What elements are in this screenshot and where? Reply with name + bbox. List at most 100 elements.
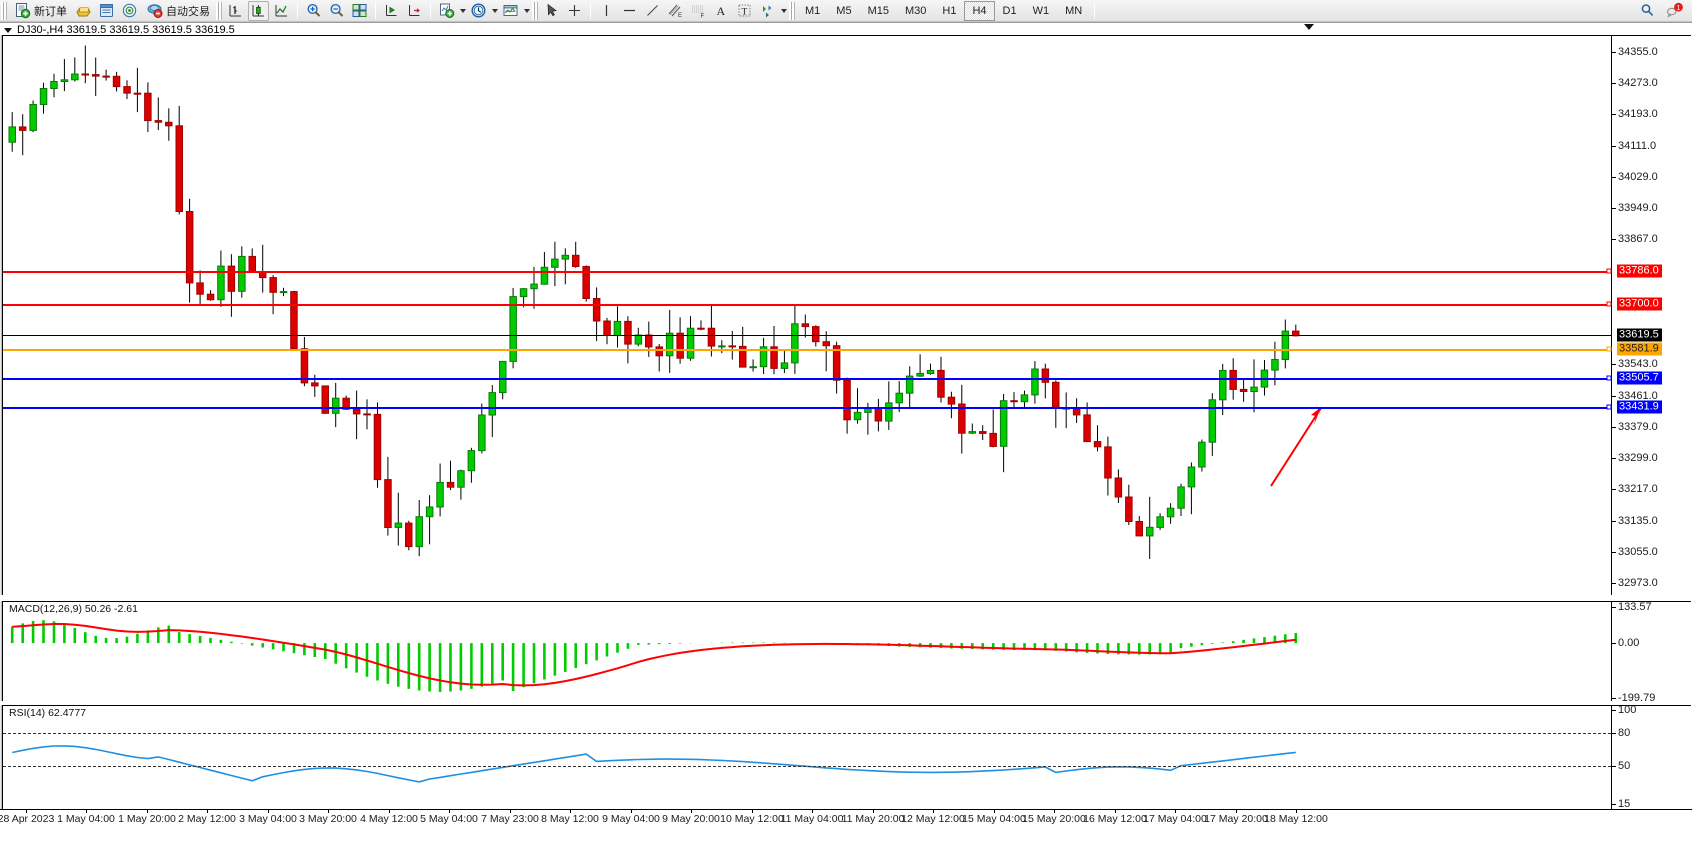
rsi-pane[interactable]: RSI(14) 62.4777 100 80 50 15 [0, 704, 1692, 810]
auto-scroll-button[interactable] [381, 1, 402, 21]
cursor-button[interactable] [541, 1, 562, 21]
text-label-button[interactable]: T [734, 1, 755, 21]
clock-icon [471, 3, 486, 18]
candle-body [624, 320, 632, 345]
chart-menu-caret-icon[interactable] [4, 27, 12, 33]
candle-body [749, 366, 757, 369]
macd-pane[interactable]: MACD(12,26,9) 50.26 -2.61 133.57 0.00 -199… [0, 601, 1692, 704]
timeframe-h4[interactable]: H4 [964, 0, 995, 21]
price-level-line[interactable] [3, 335, 1611, 336]
macd-plot[interactable] [3, 602, 1615, 702]
vertical-line-button[interactable] [596, 1, 617, 21]
toolbar-separator-5 [1094, 2, 1096, 19]
price-level-handle[interactable] [1606, 346, 1612, 352]
trendline-button[interactable] [642, 1, 663, 21]
candle-body [822, 341, 830, 347]
rsi-scale[interactable]: 100 80 50 15 [1612, 704, 1690, 810]
zoom-out-button[interactable] [326, 1, 347, 21]
bullish-arrow-annotation[interactable] [1270, 407, 1322, 487]
candle-body [697, 327, 705, 330]
price-level-tag[interactable]: 33505.7 [1617, 371, 1662, 385]
periods-button[interactable] [468, 1, 489, 21]
notification-button[interactable]: 1 [1663, 1, 1686, 21]
toolbar-grip-4[interactable] [789, 1, 795, 20]
market-watch-button[interactable] [73, 1, 94, 21]
templates-dropdown-caret[interactable] [522, 1, 531, 21]
candle-body [937, 369, 945, 398]
timeframe-m5[interactable]: M5 [828, 1, 859, 21]
price-level-tag[interactable]: 33581.9 [1617, 342, 1662, 356]
candle-body [759, 346, 768, 368]
crosshair-button[interactable] [564, 1, 585, 21]
price-level-line[interactable] [3, 349, 1611, 351]
candle-body [144, 92, 152, 122]
candle-body [499, 360, 507, 394]
tile-windows-button[interactable] [349, 1, 370, 21]
equidistant-channel-button[interactable]: E [665, 1, 686, 21]
price-level-tag[interactable]: 33431.9 [1617, 400, 1662, 414]
navigator-button[interactable] [119, 1, 140, 21]
price-tick [1612, 489, 1616, 491]
timeframe-h1[interactable]: H1 [934, 1, 964, 21]
toolbar-grip-3[interactable] [532, 1, 538, 20]
price-pane[interactable]: 34355.0 34273.0 34193.0 34111.0 34029.0 33949… [0, 35, 1692, 595]
chart-shift-icon [409, 5, 420, 16]
shapes-dropdown-caret[interactable] [779, 1, 788, 21]
timeframe-mn[interactable]: MN [1057, 1, 1090, 21]
text-button[interactable]: A [711, 1, 732, 21]
line-chart-button[interactable] [271, 1, 292, 21]
time-tick-label: 18 May 12:00 [1264, 813, 1328, 825]
rsi-line [12, 745, 1296, 783]
timeframe-m15[interactable]: M15 [860, 1, 897, 21]
time-tick-label: 7 May 23:00 [481, 813, 539, 825]
chart-collapse-caret-icon[interactable] [1304, 24, 1314, 30]
price-level-line[interactable] [3, 378, 1611, 380]
candlestick-chart-button[interactable] [248, 0, 269, 21]
price-level-line[interactable] [3, 304, 1611, 306]
price-level-handle[interactable] [1606, 301, 1612, 307]
macd-axis-line [1611, 602, 1612, 701]
price-level-line[interactable] [3, 407, 1611, 409]
price-level-handle[interactable] [1606, 268, 1612, 274]
candle-body [29, 104, 37, 131]
time-axis[interactable]: 28 Apr 2023 1 May 04:00 1 May 20:00 2 May 1… [0, 809, 1692, 829]
price-level-handle[interactable] [1606, 375, 1612, 381]
price-level-tag[interactable]: 33700.0 [1617, 297, 1662, 311]
price-level-handle[interactable] [1606, 404, 1612, 410]
price-level-line[interactable] [3, 271, 1611, 273]
indicators-button[interactable] [436, 1, 457, 21]
chart-shift-button[interactable] [404, 1, 425, 21]
indicators-dropdown-caret[interactable] [458, 1, 467, 21]
timeframe-w1[interactable]: W1 [1025, 1, 1058, 21]
price-scale[interactable]: 34355.0 34273.0 34193.0 34111.0 34029.0 33949… [1612, 36, 1690, 595]
fibonacci-button[interactable]: F [688, 1, 709, 21]
candle-body [1125, 496, 1133, 522]
auto-trading-button[interactable]: 自动交易 [142, 1, 214, 21]
data-window-button[interactable] [96, 1, 117, 21]
price-tick-label: 33299.0 [1618, 451, 1658, 464]
candle-body [394, 522, 403, 528]
periods-dropdown-caret[interactable] [490, 1, 499, 21]
candle-body [1166, 507, 1175, 518]
toolbar-grip[interactable] [1, 1, 7, 20]
timeframe-d1[interactable]: D1 [995, 1, 1025, 21]
search-button[interactable] [1637, 1, 1658, 21]
candle-body [467, 450, 476, 472]
bar-chart-button[interactable] [225, 1, 246, 21]
toolbar-grip-2[interactable] [216, 1, 222, 20]
zoom-in-button[interactable] [303, 1, 324, 21]
time-tick [147, 810, 148, 813]
rsi-plot[interactable] [3, 706, 1615, 810]
price-candlestick-plot[interactable] [3, 36, 1615, 596]
horizontal-line-button[interactable] [619, 1, 640, 21]
candle-body [1208, 399, 1217, 443]
timeframe-m1[interactable]: M1 [797, 1, 828, 21]
new-order-button[interactable]: 新订单 [10, 1, 71, 21]
templates-button[interactable] [500, 1, 521, 21]
price-level-tag[interactable]: 33786.0 [1617, 264, 1662, 278]
macd-scale[interactable]: 133.57 0.00 -199.79 [1612, 601, 1690, 704]
time-tick-label: 1 May 04:00 [57, 813, 115, 825]
price-level-tag[interactable]: 33619.5 [1617, 328, 1662, 342]
shapes-button[interactable] [757, 1, 778, 21]
timeframe-m30[interactable]: M30 [897, 1, 934, 21]
